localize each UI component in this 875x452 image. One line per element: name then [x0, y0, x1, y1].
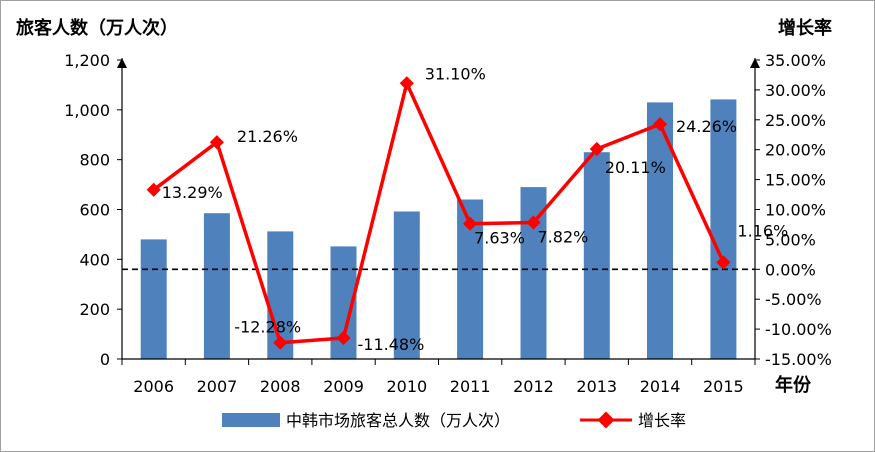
growth-point-2007 — [209, 135, 224, 150]
x-axis-title: 年份 — [775, 374, 812, 396]
y-left-tick-label: 200 — [79, 300, 110, 319]
y-left-tick-label: 1,200 — [64, 51, 110, 70]
y-left-tick-label: 600 — [79, 201, 110, 220]
y-left-tick-label: 0 — [100, 350, 110, 369]
bar-2015 — [710, 99, 737, 360]
growth-label-2007: 21.26% — [237, 127, 298, 146]
growth-point-2008 — [273, 335, 288, 350]
x-tick-label: 2006 — [133, 377, 174, 396]
y-right-tick-label: -10.00% — [765, 320, 832, 339]
y-right-tick-label: 30.00% — [765, 81, 826, 100]
growth-point-2014 — [652, 117, 668, 132]
y-right-tick-label: 0.00% — [765, 260, 816, 279]
growth-point-2011 — [463, 216, 478, 231]
bar-2007 — [203, 213, 230, 359]
bar-2013 — [583, 152, 610, 359]
legend-line-label: 增长率 — [638, 411, 686, 430]
x-tick-label: 2009 — [323, 377, 364, 396]
y-right-tick-label: 5.00% — [765, 230, 816, 249]
growth-line — [152, 81, 725, 345]
x-tick-label: 2008 — [260, 377, 301, 396]
data-labels-layer: 13.29% 21.26% -12.28% -11.48% 31.10% 7.63% 7.8… — [162, 64, 789, 354]
growth-label-2015: 1.16% — [737, 221, 788, 240]
x-tick-label: 2015 — [703, 377, 744, 396]
growth-label-2013: 20.11% — [605, 158, 666, 177]
growth-point-2009 — [336, 330, 351, 346]
growth-point-2010 — [399, 76, 414, 91]
y-right-tick-label: 10.00% — [765, 201, 826, 220]
x-tick-label: 2012 — [513, 377, 554, 396]
legend: 中韩市场旅客总人数（万人次） 增长率 — [222, 411, 686, 430]
y-right-tick-label: 15.00% — [765, 171, 826, 190]
growth-label-2010: 31.10% — [425, 64, 486, 83]
y-left-axis-title: 旅客人数（万人次） — [16, 17, 178, 39]
growth-label-2012: 7.82% — [538, 228, 589, 247]
bar-2010 — [393, 211, 420, 359]
y-right-tick-label: -15.00% — [765, 350, 832, 369]
growth-label-2008: -12.28% — [234, 318, 301, 337]
y-left-tick-label: 800 — [79, 151, 110, 170]
legend-bar-swatch — [222, 413, 280, 427]
growth-label-2011: 7.63% — [474, 229, 525, 248]
y-left-tick-label: 1,000 — [64, 101, 110, 120]
y-left-tick-label: 400 — [79, 250, 110, 269]
growth-label-2006: 13.29% — [162, 183, 223, 202]
legend-line-marker — [597, 411, 615, 429]
growth-point-2012 — [526, 215, 541, 230]
growth-label-2014: 24.26% — [676, 117, 737, 136]
x-tick-label: 2010 — [386, 377, 427, 396]
y-right-tick-label: 25.00% — [765, 111, 826, 130]
bar-2006 — [140, 239, 167, 359]
y-right-tick-label: 20.00% — [765, 141, 826, 160]
growth-point-2006 — [146, 182, 161, 197]
y-right-tick-label: 35.00% — [765, 51, 826, 70]
x-tick-label: 2013 — [576, 377, 617, 396]
y-right-tick-label: -5.00% — [765, 290, 822, 309]
axes-layer: 0 200 400 600 800 1,000 1,200 -15.00% -10.00% -5.… — [64, 51, 832, 396]
growth-line-layer — [146, 76, 731, 350]
x-tick-label: 2007 — [197, 377, 238, 396]
y-right-axis-arrow — [750, 58, 760, 68]
y-right-axis-title: 增长率 — [778, 17, 832, 39]
x-tick-label: 2014 — [640, 377, 681, 396]
x-tick-label: 2011 — [450, 377, 491, 396]
y-left-axis-arrow — [117, 58, 127, 68]
growth-point-2013 — [589, 141, 604, 157]
growth-point-2015 — [716, 255, 731, 270]
legend-bar-label: 中韩市场旅客总人数（万人次） — [286, 411, 510, 430]
growth-label-2009: -11.48% — [358, 335, 425, 354]
